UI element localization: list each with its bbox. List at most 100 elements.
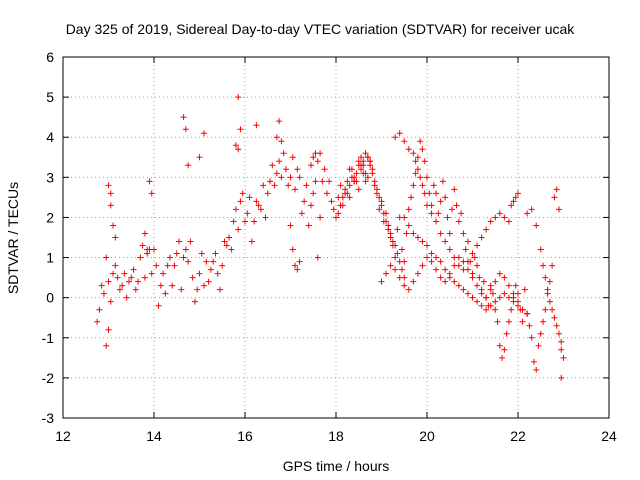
data-point: [383, 270, 390, 277]
data-point: [508, 202, 515, 209]
data-point: [367, 162, 374, 169]
data-point: [414, 234, 421, 241]
y-tick-label: -3: [42, 410, 55, 426]
data-point: [360, 170, 367, 177]
data-point: [414, 154, 421, 161]
data-point: [371, 178, 378, 185]
data-point: [478, 234, 485, 241]
data-point: [112, 262, 119, 269]
data-point: [392, 134, 399, 141]
y-tick-label: -2: [42, 370, 55, 386]
data-point: [428, 250, 435, 257]
data-point: [273, 134, 280, 141]
data-point: [442, 266, 449, 273]
data-point: [276, 158, 283, 165]
data-point: [185, 162, 192, 169]
data-point: [289, 154, 296, 161]
data-point: [232, 142, 239, 149]
data-point: [226, 234, 233, 241]
x-tick-label: 22: [510, 428, 526, 444]
data-point: [396, 130, 403, 137]
data-point: [116, 286, 123, 293]
data-point: [132, 286, 139, 293]
data-point: [248, 238, 255, 245]
data-point: [412, 170, 419, 177]
data-point: [319, 178, 326, 185]
data-point: [546, 298, 553, 305]
data-point: [253, 122, 260, 129]
data-point: [403, 230, 410, 237]
data-point: [487, 302, 494, 309]
data-point: [237, 198, 244, 205]
data-point: [189, 274, 196, 281]
data-point: [544, 286, 551, 293]
data-point: [323, 190, 330, 197]
data-point: [103, 342, 110, 349]
data-point: [528, 206, 535, 213]
data-point: [555, 206, 562, 213]
data-point: [542, 274, 549, 281]
data-point: [449, 206, 456, 213]
data-point: [421, 190, 428, 197]
data-point: [528, 334, 535, 341]
data-point: [501, 274, 508, 281]
data-point: [305, 222, 312, 229]
data-point: [405, 286, 412, 293]
data-point: [378, 278, 385, 285]
data-point: [296, 258, 303, 265]
data-point: [317, 150, 324, 157]
data-point: [408, 194, 415, 201]
data-point: [355, 186, 362, 193]
data-point: [410, 230, 417, 237]
data-point: [437, 274, 444, 281]
data-point: [173, 250, 180, 257]
data-point: [144, 246, 151, 253]
y-tick-label: 4: [46, 129, 54, 145]
data-point: [414, 166, 421, 173]
chart-title: Day 325 of 2019, Sidereal Day-to-day VTE…: [66, 21, 576, 37]
data-point: [207, 266, 214, 273]
grid-lines: [63, 57, 609, 418]
data-point: [378, 202, 385, 209]
data-point: [424, 242, 430, 249]
data-point: [558, 338, 565, 345]
data-point: [180, 254, 187, 261]
data-point: [553, 186, 560, 193]
data-point: [385, 222, 392, 229]
data-point: [442, 278, 449, 285]
data-point: [519, 318, 526, 325]
data-point: [483, 306, 490, 313]
data-point: [105, 278, 112, 285]
data-point: [401, 214, 408, 221]
data-point: [337, 202, 344, 209]
data-point: [394, 250, 401, 257]
data-point: [460, 258, 467, 265]
data-point: [433, 254, 440, 261]
data-point: [107, 202, 114, 209]
data-point: [344, 190, 351, 197]
data-point: [549, 262, 556, 269]
x-tick-label: 16: [237, 428, 253, 444]
data-point: [387, 230, 394, 237]
data-point: [455, 282, 462, 289]
data-point: [219, 262, 226, 269]
data-point: [376, 206, 383, 213]
data-point: [346, 182, 353, 189]
data-point: [551, 194, 558, 201]
data-point: [478, 290, 485, 297]
data-point: [141, 230, 148, 237]
data-point: [419, 238, 426, 245]
data-point: [180, 114, 187, 121]
data-point: [535, 342, 542, 349]
y-tick-label: 0: [46, 290, 54, 306]
data-point: [458, 210, 465, 217]
data-point: [508, 306, 515, 313]
data-point: [287, 222, 294, 229]
data-point: [114, 274, 121, 281]
data-point: [401, 282, 408, 289]
data-point: [437, 198, 444, 205]
data-point: [460, 230, 467, 237]
x-tick-label: 14: [146, 428, 162, 444]
data-point: [533, 222, 540, 229]
data-point: [260, 182, 267, 189]
